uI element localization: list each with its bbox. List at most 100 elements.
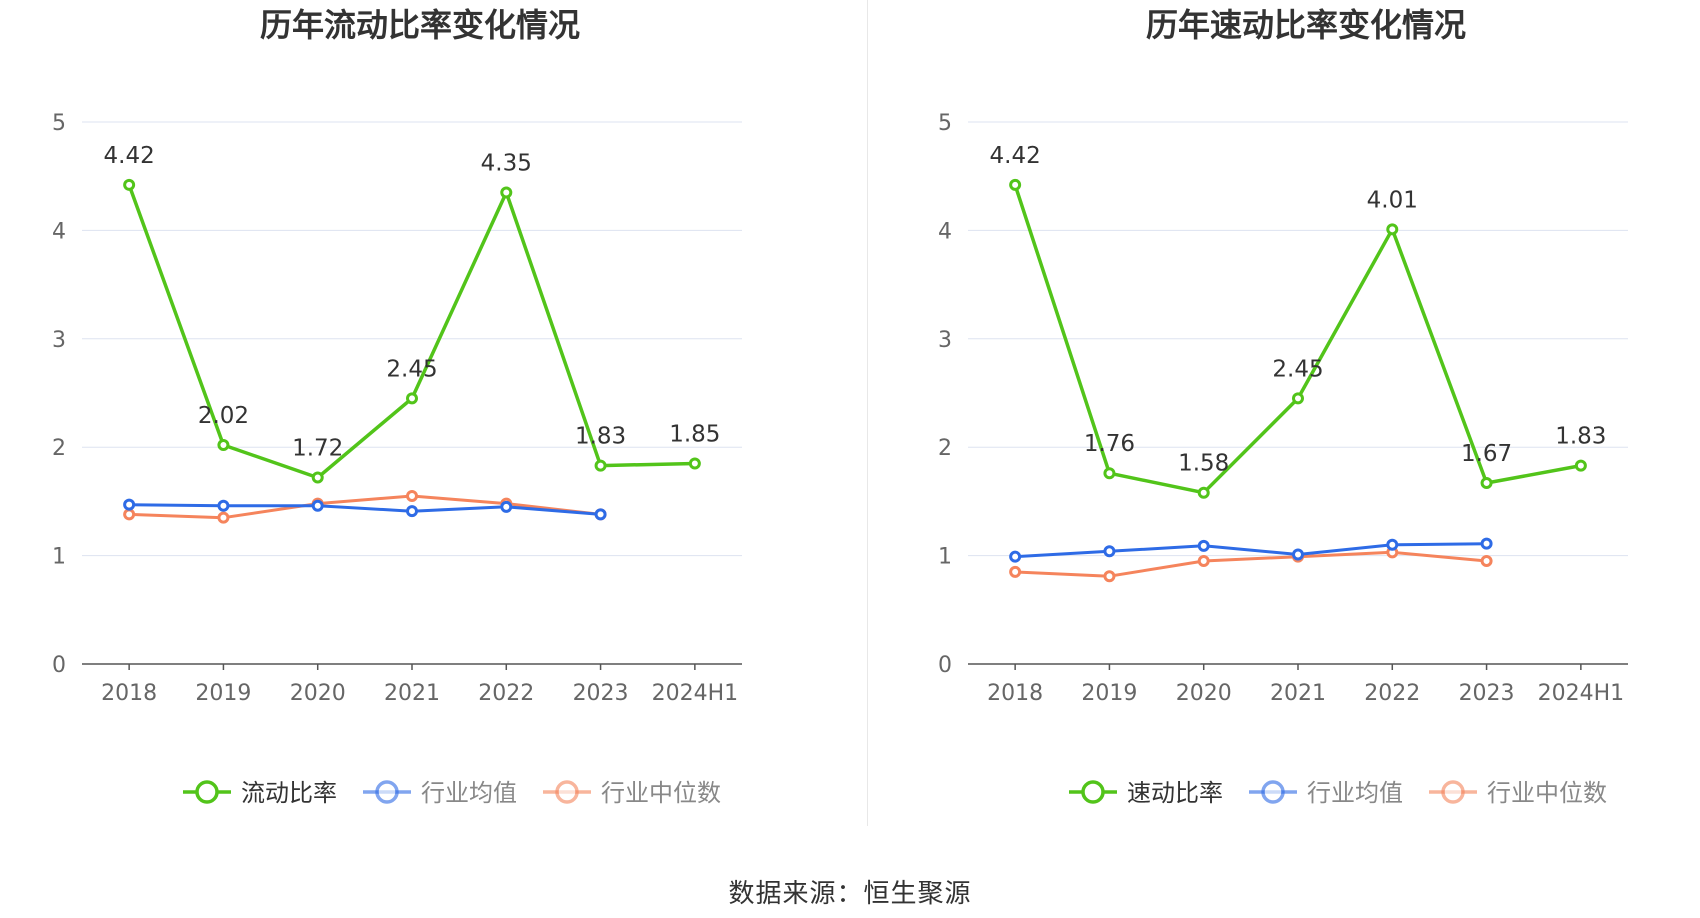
x-tick-label: 2022 bbox=[478, 681, 534, 706]
data-point bbox=[1386, 538, 1399, 551]
data-label: 1.83 bbox=[575, 424, 626, 450]
data-label: 1.58 bbox=[1178, 451, 1229, 477]
legend-item: 流动比率 bbox=[183, 779, 337, 807]
data-point bbox=[1480, 555, 1493, 568]
legend-label: 行业均值 bbox=[421, 779, 517, 807]
y-tick-label: 4 bbox=[938, 219, 952, 244]
x-tick-label: 2019 bbox=[1081, 681, 1137, 706]
data-point bbox=[1103, 545, 1116, 558]
x-tick-label: 2021 bbox=[384, 681, 440, 706]
data-point bbox=[1197, 486, 1210, 499]
series-line bbox=[1015, 542, 1487, 559]
data-label: 1.67 bbox=[1461, 441, 1512, 467]
data-label: 4.35 bbox=[481, 150, 532, 176]
data-point bbox=[123, 498, 136, 511]
data-point bbox=[1103, 570, 1116, 583]
data-point bbox=[406, 505, 418, 518]
data-point bbox=[406, 392, 418, 405]
data-point bbox=[1197, 539, 1210, 552]
data-point bbox=[1009, 178, 1022, 191]
legend-label: 行业中位数 bbox=[1487, 779, 1607, 807]
y-tick-label: 1 bbox=[938, 545, 952, 570]
x-tick-label: 2021 bbox=[1270, 681, 1326, 706]
data-point bbox=[1197, 555, 1210, 568]
data-point bbox=[1009, 550, 1022, 563]
data-point bbox=[1009, 565, 1022, 578]
legend-swatch-marker bbox=[1441, 780, 1465, 804]
x-tick-label: 2022 bbox=[1364, 681, 1420, 706]
data-point bbox=[500, 186, 513, 199]
series-line bbox=[129, 503, 601, 516]
legend-label: 行业中位数 bbox=[601, 779, 721, 807]
x-tick-label: 2018 bbox=[987, 681, 1043, 706]
data-point bbox=[311, 499, 324, 512]
data-label: 2.45 bbox=[386, 356, 437, 382]
panel-divider bbox=[867, 0, 868, 826]
data-label: 4.01 bbox=[1367, 187, 1418, 213]
y-tick-label: 4 bbox=[52, 219, 66, 244]
y-tick-label: 0 bbox=[938, 653, 952, 678]
chart-1: 历年流动比率变化情况 0 1 2 3 4 5 2018 2019 2020 2021 2022 2023… bbox=[52, 6, 742, 807]
data-point bbox=[217, 511, 230, 524]
y-tick-label: 3 bbox=[52, 328, 66, 353]
data-label: 1.83 bbox=[1555, 424, 1606, 450]
data-point bbox=[311, 471, 324, 484]
data-point bbox=[594, 459, 607, 472]
x-tick-label: 2018 bbox=[101, 681, 157, 706]
chart-title: 历年流动比率变化情况 bbox=[260, 6, 580, 44]
legend-label: 流动比率 bbox=[241, 779, 337, 807]
data-point bbox=[217, 439, 230, 452]
legend-swatch-marker bbox=[1081, 780, 1105, 804]
data-label: 1.72 bbox=[292, 436, 343, 462]
data-label: 1.85 bbox=[669, 421, 720, 447]
data-label: 2.02 bbox=[198, 403, 249, 429]
y-tick-label: 2 bbox=[52, 436, 66, 461]
data-point bbox=[217, 499, 230, 512]
data-point bbox=[1480, 537, 1493, 550]
data-source-note: 数据来源：恒生聚源 bbox=[728, 879, 972, 909]
legend-label: 行业均值 bbox=[1307, 779, 1403, 807]
y-tick-label: 3 bbox=[938, 328, 952, 353]
data-label: 4.42 bbox=[990, 143, 1041, 169]
series-line bbox=[1015, 550, 1487, 578]
data-point bbox=[123, 508, 136, 521]
y-tick-label: 2 bbox=[938, 436, 952, 461]
data-point bbox=[1480, 476, 1493, 489]
legend-swatch-marker bbox=[555, 780, 579, 804]
y-tick-label: 1 bbox=[52, 545, 66, 570]
data-point bbox=[500, 500, 513, 513]
x-tick-label: 2019 bbox=[195, 681, 251, 706]
x-tick-label: 2020 bbox=[1176, 681, 1232, 706]
legend-item: 速动比率 bbox=[1069, 779, 1223, 807]
legend-item: 行业均值 bbox=[1249, 779, 1403, 807]
legend-label: 速动比率 bbox=[1127, 779, 1223, 807]
x-tick-label: 2023 bbox=[573, 681, 629, 706]
data-point bbox=[406, 489, 418, 502]
legend-swatch-marker bbox=[195, 780, 219, 804]
x-tick-label: 2024H1 bbox=[652, 681, 739, 706]
data-label: 1.76 bbox=[1084, 431, 1135, 457]
legend-swatch-marker bbox=[1261, 780, 1285, 804]
data-point bbox=[1103, 467, 1116, 480]
x-tick-label: 2020 bbox=[290, 681, 346, 706]
chart-title: 历年速动比率变化情况 bbox=[1146, 6, 1466, 44]
series-line bbox=[129, 494, 601, 520]
data-point bbox=[1292, 548, 1304, 561]
legend-item: 行业中位数 bbox=[543, 779, 721, 807]
data-point bbox=[1574, 459, 1587, 472]
legend-item: 行业均值 bbox=[363, 779, 517, 807]
data-point bbox=[594, 508, 607, 521]
x-tick-label: 2024H1 bbox=[1538, 681, 1625, 706]
data-label: 4.42 bbox=[104, 143, 155, 169]
data-point bbox=[688, 457, 701, 470]
y-tick-label: 5 bbox=[938, 111, 952, 136]
data-label: 2.45 bbox=[1272, 356, 1323, 382]
y-tick-label: 5 bbox=[52, 111, 66, 136]
legend-swatch-marker bbox=[375, 780, 399, 804]
legend-item: 行业中位数 bbox=[1429, 779, 1607, 807]
x-tick-label: 2023 bbox=[1459, 681, 1515, 706]
data-point bbox=[1386, 223, 1399, 236]
data-point bbox=[123, 178, 136, 191]
data-point bbox=[1292, 392, 1304, 405]
